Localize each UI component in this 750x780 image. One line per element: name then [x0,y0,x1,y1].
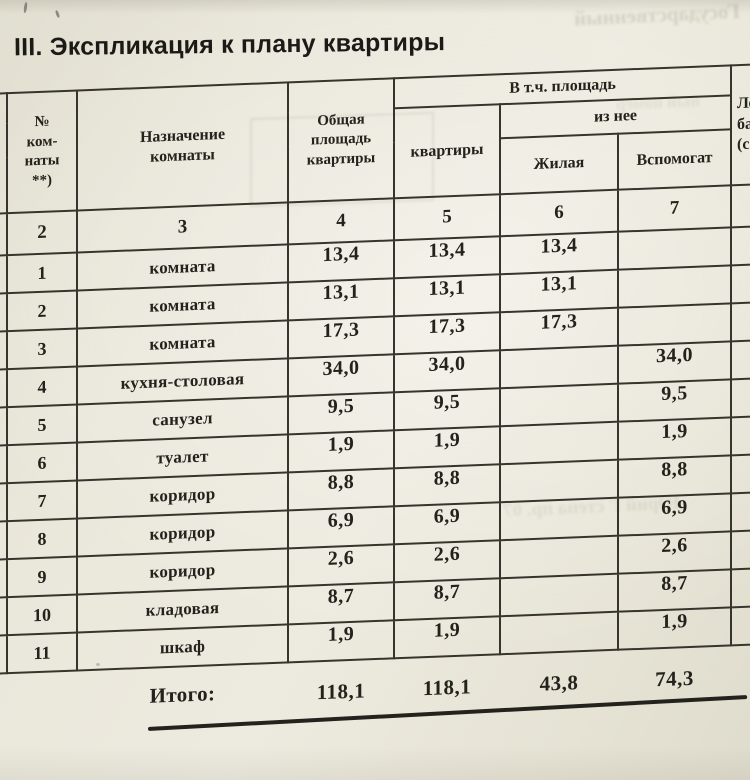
photo-top-shadow [0,0,750,14]
room-number: 6 [7,442,77,484]
apartment-area-value: 8,7 [394,578,500,621]
auxiliary-area-value [618,265,731,308]
auxiliary-area-value: 9,5 [618,379,731,422]
totals-apartment-area: 118,1 [394,654,500,714]
column-number: 2 [7,210,77,256]
living-area-value: 13,1 [500,269,618,313]
auxiliary-area-value [618,227,731,270]
auxiliary-area-value: 8,8 [618,455,731,498]
clipped-left-column-header [0,93,7,215]
column-header-apartment: квартиры [394,104,500,199]
living-area-value [500,611,618,655]
living-area-value [500,383,618,427]
room-number: 3 [7,328,77,370]
auxiliary-area-value: 6,9 [618,493,731,536]
page-title: III. Экспликация к плану квартиры [13,28,446,62]
column-number: 6 [500,189,618,237]
room-number: 8 [7,518,77,560]
apartment-area-value: 13,1 [394,274,500,317]
column-header-loggia-clipped: Ло ба (с [731,61,750,186]
total-area-value: 8,7 [288,582,394,625]
auxiliary-area-value: 8,7 [618,569,731,612]
total-area-value: 1,9 [288,620,394,663]
apartment-area-value: 13,4 [394,236,500,279]
total-area-value: 34,0 [288,354,394,397]
apartment-area-value: 1,9 [394,426,500,469]
column-header-auxiliary: Вспомогат [618,129,731,190]
room-number: 10 [7,594,77,636]
living-area-value [500,535,618,579]
living-area-value: 13,4 [500,231,618,275]
explication-table: № ком- наты **) Назначение комнаты Общая… [0,61,750,730]
room-number: 11 [7,632,77,674]
apartment-area-value: 6,9 [394,502,500,545]
totals-label: Итого: [77,662,288,726]
apartment-area-value: 2,6 [394,540,500,583]
auxiliary-area-value: 1,9 [618,607,731,650]
total-area-value: 8,8 [288,468,394,511]
living-area-value [500,345,618,389]
total-area-value: 1,9 [288,430,394,473]
column-number: 7 [618,185,731,232]
column-header-total-area: Общая площадь квартиры [288,78,394,203]
living-area-value [500,573,618,617]
photo-bottom-shadow [0,746,750,780]
scan-speck [54,9,61,19]
scan-speck [23,1,28,14]
column-header-purpose: Назначение комнаты [77,82,288,211]
totals-total-area: 118,1 [288,658,394,718]
total-area-value: 9,5 [288,392,394,435]
apartment-area-value: 17,3 [394,312,500,355]
column-number: 4 [288,198,394,245]
room-number: 2 [7,290,77,332]
room-number: 7 [7,480,77,522]
total-area-value: 13,1 [288,278,394,321]
auxiliary-area-value: 34,0 [618,341,731,384]
auxiliary-area-value: 1,9 [618,417,731,460]
auxiliary-area-value [618,303,731,346]
total-area-value: 13,4 [288,240,394,283]
total-area-value: 17,3 [288,316,394,359]
room-number: 4 [7,366,77,408]
column-number: 5 [394,194,500,241]
living-area-value [500,459,618,503]
apartment-area-value: 1,9 [394,616,500,659]
total-area-value: 6,9 [288,506,394,549]
room-number: 9 [7,556,77,598]
auxiliary-area-value: 2,6 [618,531,731,574]
room-number: 1 [7,252,77,294]
column-header-living: Жилая [500,133,618,195]
living-area-value [500,497,618,541]
total-area-value: 2,6 [288,544,394,587]
living-area-value [500,421,618,465]
apartment-area-value: 34,0 [394,350,500,393]
apartment-area-value: 8,8 [394,464,500,507]
totals-living-area: 43,8 [500,649,618,710]
living-area-value: 17,3 [500,307,618,351]
apartment-area-value: 9,5 [394,388,500,431]
column-header-room-no: № ком- наты **) [7,90,77,214]
room-number: 5 [7,404,77,446]
